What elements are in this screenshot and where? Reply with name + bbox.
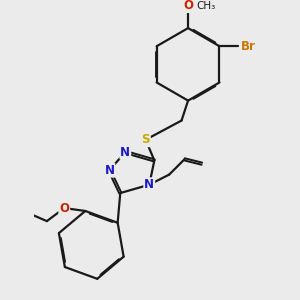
Text: N: N (104, 164, 114, 177)
Text: S: S (141, 133, 150, 146)
Text: N: N (144, 178, 154, 191)
Text: Br: Br (241, 40, 256, 53)
Text: CH₃: CH₃ (196, 1, 215, 10)
Text: N: N (120, 146, 130, 159)
Text: O: O (183, 0, 193, 12)
Text: O: O (59, 202, 69, 214)
